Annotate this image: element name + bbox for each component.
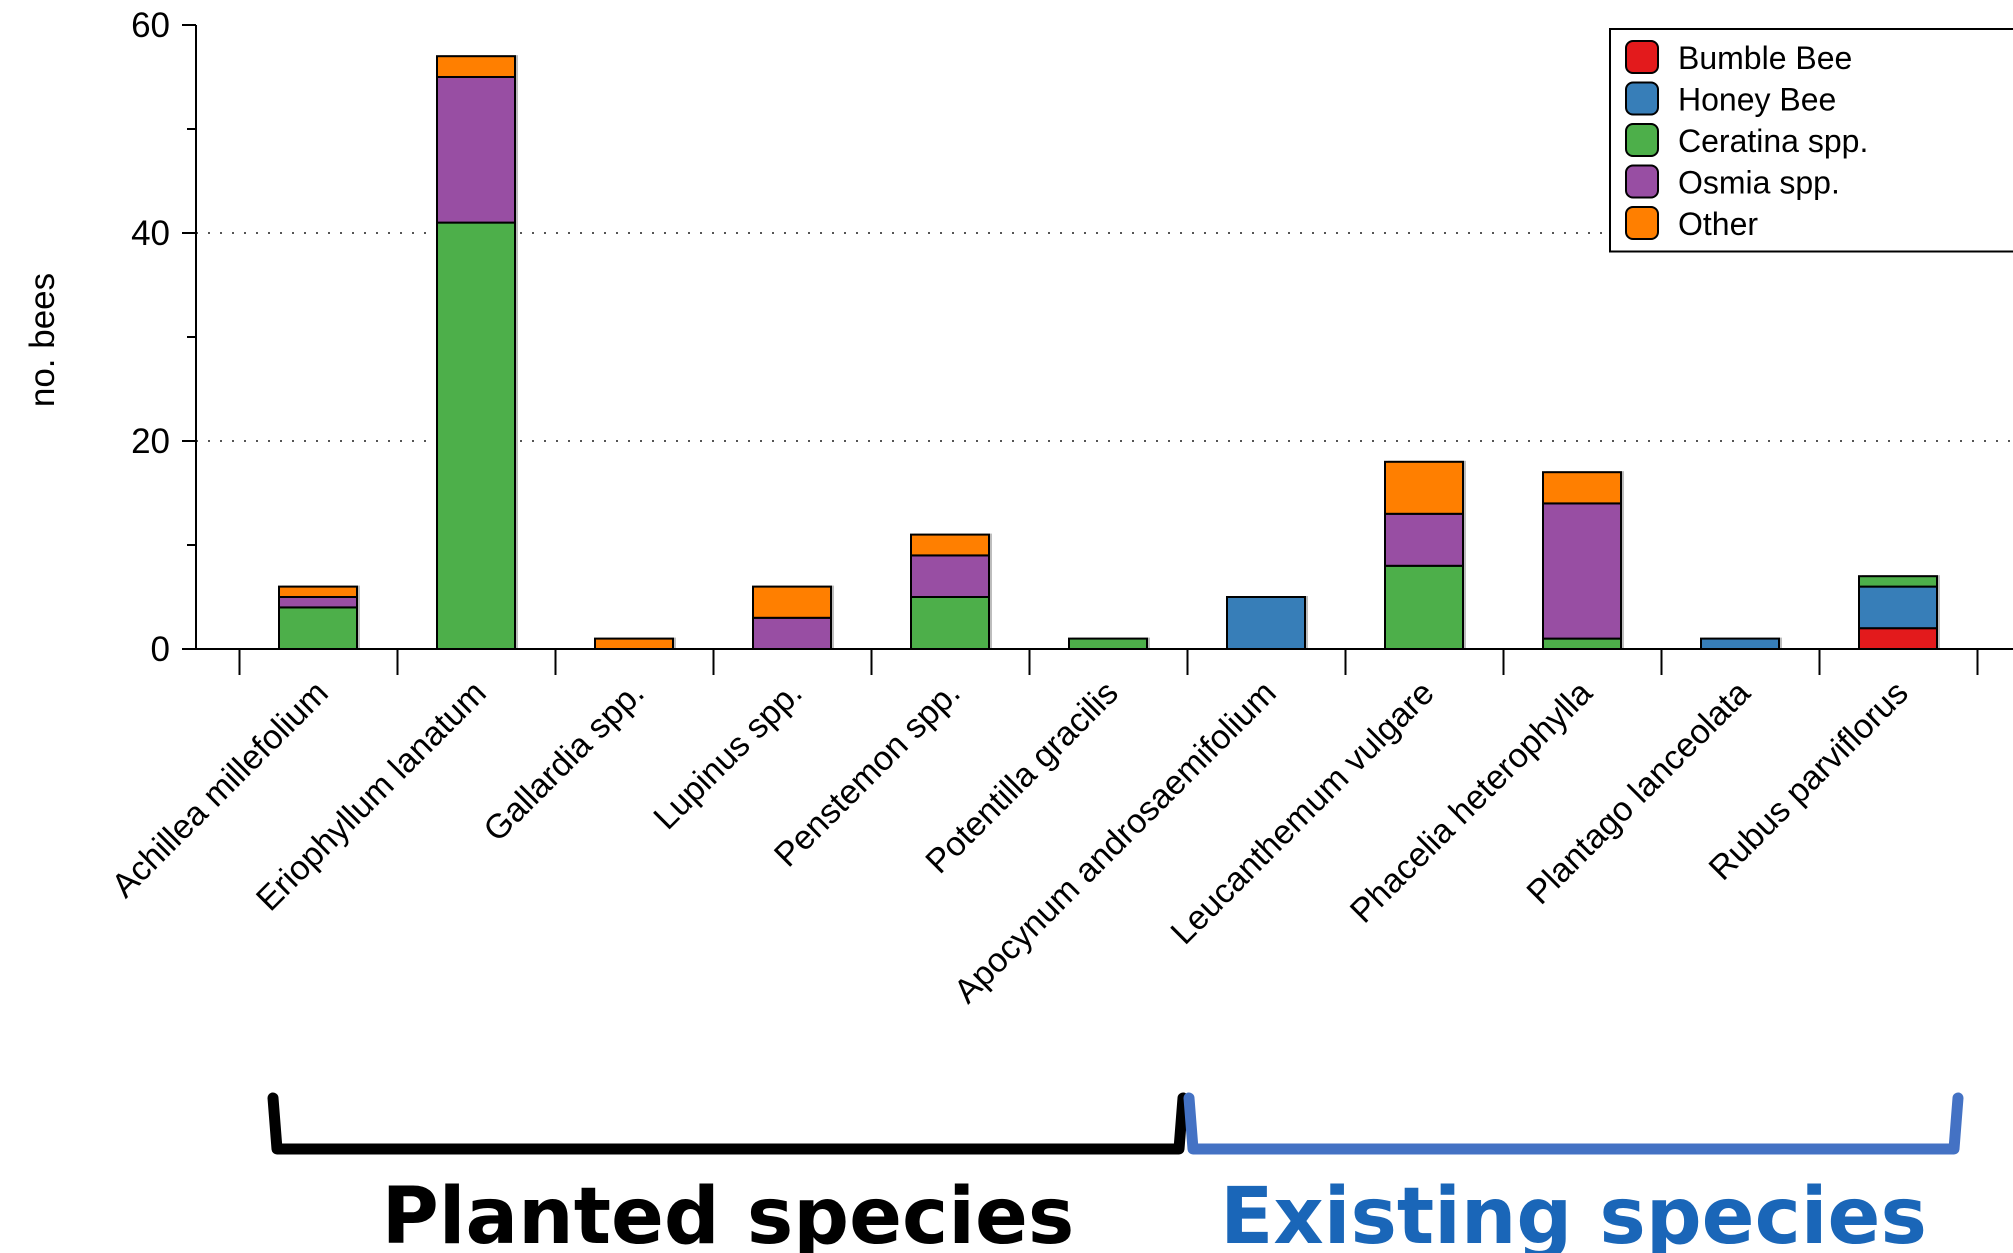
group-label-planted-species: Planted species [382, 1172, 1075, 1253]
y-axis-title: no. bees [23, 273, 62, 407]
bar-phacelia-heterophylla-other [1542, 471, 1622, 505]
bar-rubus-parviflorus-honey-bee [1858, 585, 1938, 630]
legend-label-ceratina-spp: Ceratina spp. [1678, 123, 1868, 159]
bar-eriophyllum-lanatum-osmia-spp [436, 76, 516, 224]
group-brackets: Planted species Existing species [267, 1092, 1964, 1253]
y-tick-label-60: 60 [131, 6, 170, 45]
bar-plantago-lanceolata-honey-bee [1700, 637, 1780, 650]
bar-achillea-millefolium-osmia-spp [278, 596, 358, 609]
bar-rubus-parviflorus-ceratina-spp [1858, 575, 1938, 588]
bar-potentilla-gracilis-ceratina-spp [1068, 637, 1148, 650]
bar-phacelia-heterophylla-ceratina-spp [1542, 637, 1622, 650]
bar-gallardia-spp-other [594, 637, 674, 650]
bar-phacelia-heterophylla-osmia-spp [1542, 502, 1622, 640]
bar-penstemon-spp-other [910, 533, 990, 557]
group-label-existing-species: Existing species [1220, 1172, 1927, 1253]
bar-eriophyllum-lanatum-other [436, 55, 516, 78]
bar-rubus-parviflorus-bumble-bee [1858, 627, 1938, 651]
category-label-lupinus-spp: Lupinus spp. [646, 674, 809, 837]
legend-label-bumble-bee: Bumble Bee [1678, 40, 1852, 76]
legend-swatch-osmia-spp [1625, 164, 1659, 199]
bars-layer [278, 55, 1940, 651]
bar-lupinus-spp-osmia-spp [752, 616, 832, 650]
bar-achillea-millefolium-ceratina-spp [278, 606, 358, 651]
legend-box [1609, 28, 2013, 253]
legend-swatch-bumble-bee [1625, 40, 1659, 74]
legend-swatch-ceratina-spp [1625, 123, 1659, 157]
y-tick-label-0: 0 [151, 630, 170, 669]
bar-leucanthemum-vulgare-other [1384, 460, 1464, 515]
category-label-gallardia-spp: Gallardia spp. [476, 674, 651, 849]
bar-leucanthemum-vulgare-osmia-spp [1384, 512, 1464, 567]
bar-lupinus-spp-other [752, 585, 832, 619]
y-tick-label-20: 20 [131, 422, 170, 461]
ticks-layer: 0 20 40 60 [131, 6, 1979, 675]
category-label-apocynum-androsaemifolium: Apocynum androsaemifolium [947, 674, 1284, 1011]
legend-swatch-honey-bee [1625, 81, 1659, 116]
legend-label-osmia-spp: Osmia spp. [1678, 165, 1840, 201]
legend: Bumble Bee Honey Bee Ceratina spp. Osmia sp… [1609, 28, 2013, 253]
bar-achillea-millefolium-other [278, 585, 358, 598]
category-label-leucanthemum-vulgare: Leucanthemum vulgare [1164, 674, 1442, 952]
bar-apocynum-androsaemifolium-honey-bee [1226, 596, 1306, 650]
legend-label-honey-bee: Honey Bee [1678, 82, 1836, 118]
legend-label-other: Other [1678, 206, 1758, 242]
bar-penstemon-spp-ceratina-spp [910, 596, 990, 650]
legend-swatch-other [1625, 206, 1659, 240]
bar-penstemon-spp-osmia-spp [910, 554, 990, 599]
bar-leucanthemum-vulgare-ceratina-spp [1384, 564, 1464, 650]
bar-eriophyllum-lanatum-ceratina-spp [436, 221, 516, 650]
bracket-planted-species [267, 1092, 1189, 1155]
y-tick-label-40: 40 [131, 214, 170, 253]
bracket-existing-species [1183, 1092, 1964, 1155]
